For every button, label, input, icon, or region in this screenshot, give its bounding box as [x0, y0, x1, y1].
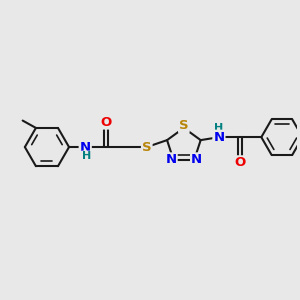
- Text: S: S: [179, 119, 189, 132]
- Text: N: N: [80, 141, 91, 154]
- Text: N: N: [191, 153, 202, 167]
- Text: O: O: [101, 116, 112, 128]
- Text: N: N: [166, 153, 177, 167]
- Text: O: O: [235, 156, 246, 169]
- Text: S: S: [142, 141, 152, 154]
- Text: H: H: [82, 152, 91, 161]
- Text: N: N: [213, 131, 224, 144]
- Text: H: H: [214, 123, 224, 133]
